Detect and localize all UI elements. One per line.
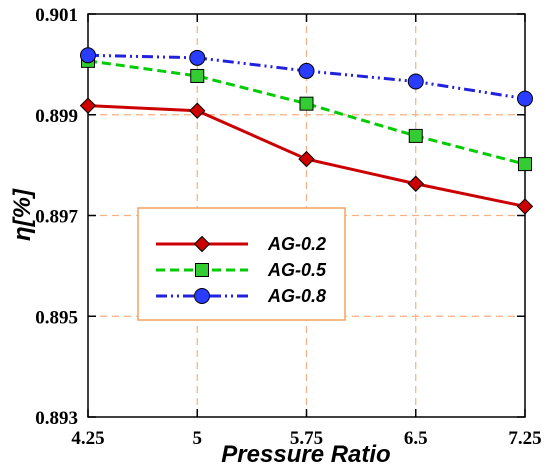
data-point-ag-0-2 <box>189 102 206 119</box>
legend-label-ag-0-8: AG-0.8 <box>267 286 326 306</box>
data-point-ag-0-5 <box>299 96 314 111</box>
data-point-ag-0-5 <box>408 128 423 143</box>
data-point-ag-0-2 <box>516 198 534 215</box>
x-tick-label: 5 <box>193 428 203 449</box>
data-point-ag-0-8 <box>189 49 206 66</box>
data-point-ag-0-8 <box>517 90 533 107</box>
data-point-ag-0-8 <box>80 47 96 64</box>
legend-label-ag-0-2: AG-0.2 <box>267 234 326 254</box>
axis-ticks: 4.25 5 5.75 6.5 7.25 0.893 0.895 0.897 0.899 0.90… <box>35 5 541 449</box>
series-group <box>79 47 534 215</box>
data-point-ag-0-8 <box>407 73 424 90</box>
y-tick-label: 0.901 <box>35 5 78 26</box>
data-point-ag-0-8 <box>298 62 315 79</box>
data-point-ag-0-5 <box>518 157 532 172</box>
x-axis-label: Pressure Ratio <box>221 441 390 468</box>
y-axis-label: η[%] <box>9 188 36 241</box>
x-tick-label: 6.5 <box>404 428 428 449</box>
series-ag-0-8 <box>80 47 533 107</box>
legend-marker-ag-0-5 <box>195 263 209 277</box>
legend-label-ag-0-5: AG-0.5 <box>267 260 327 280</box>
y-tick-label: 0.895 <box>35 307 78 328</box>
series-ag-0-5 <box>81 53 532 172</box>
x-tick-label: 5.75 <box>290 428 323 449</box>
series-ag-0-2 <box>79 97 534 215</box>
legend-box <box>137 207 346 321</box>
series-line-ag-0-5 <box>87 59 526 166</box>
legend-marker-ag-0-2 <box>193 235 211 253</box>
data-point-ag-0-2 <box>79 97 97 114</box>
y-tick-label: 0.897 <box>35 207 78 228</box>
y-tick-label: 0.899 <box>35 106 78 127</box>
data-point-ag-0-2 <box>298 150 315 168</box>
x-tick-label: 7.25 <box>508 428 541 449</box>
y-tick-label: 0.893 <box>35 408 78 429</box>
legend: AG-0.2 AG-0.5 AG-0.8 <box>137 207 346 321</box>
legend-marker-ag-0-8 <box>194 288 210 304</box>
data-point-ag-0-2 <box>407 175 424 192</box>
x-tick-label: 4.25 <box>71 428 104 449</box>
data-point-ag-0-5 <box>190 68 205 83</box>
